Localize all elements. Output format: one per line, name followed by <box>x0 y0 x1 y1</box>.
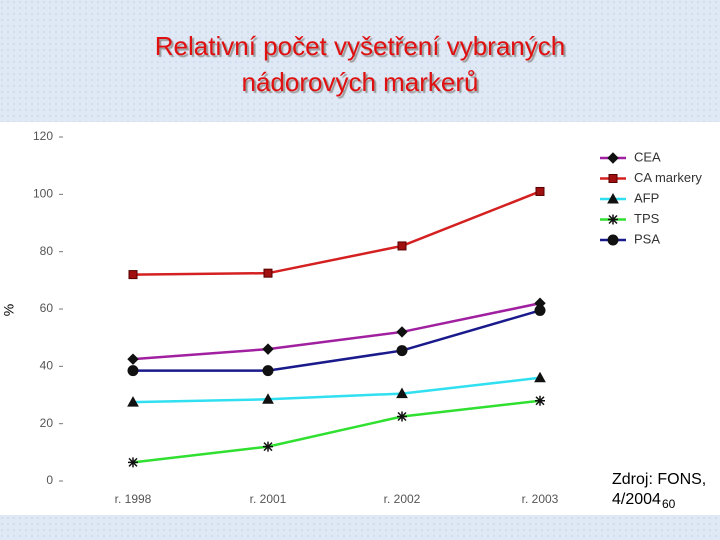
series-line <box>132 376 541 404</box>
chart-title: Relativní počet vyšetření vybraných nádor… <box>155 31 565 97</box>
y-tick-label: 40 <box>40 359 54 373</box>
marker <box>263 441 273 452</box>
legend-marker <box>608 174 618 183</box>
y-tick-label: 100 <box>33 187 53 201</box>
legend-label: CA markery <box>634 170 702 185</box>
legend-label: PSA <box>634 231 660 246</box>
marker <box>535 186 545 196</box>
marker <box>262 343 274 355</box>
y-tick-label: 60 <box>40 301 54 315</box>
y-tick-label: 80 <box>40 244 54 258</box>
y-axis-label: % <box>1 304 17 316</box>
marker <box>534 304 546 316</box>
chart-panel <box>0 122 720 515</box>
x-tick-label: r. 2001 <box>250 492 287 506</box>
source: Zdroj: FONS, <box>612 471 706 488</box>
marker <box>128 457 138 468</box>
marker <box>535 395 545 406</box>
legend-marker <box>607 192 619 204</box>
legend-label: AFP <box>634 190 659 205</box>
marker <box>127 396 139 407</box>
marker <box>396 387 408 399</box>
legend-marker <box>607 152 619 164</box>
marker <box>396 326 408 338</box>
marker <box>127 365 139 377</box>
legend-label: TPS <box>634 211 660 226</box>
marker <box>127 353 139 365</box>
series-line <box>132 190 541 276</box>
marker <box>262 393 274 404</box>
marker <box>262 365 274 377</box>
series-line <box>132 399 541 464</box>
series-line <box>132 302 541 361</box>
page-number: 60 <box>662 497 676 511</box>
x-tick-label: r. 1998 <box>115 492 152 506</box>
marker <box>263 268 273 278</box>
marker <box>534 371 546 383</box>
marker <box>397 411 407 422</box>
y-tick-label: 20 <box>40 416 54 430</box>
y-tick-label: 0 <box>46 473 53 487</box>
y-tick-label: 120 <box>33 129 53 143</box>
source: 4/2004 <box>612 491 661 508</box>
marker <box>396 345 408 357</box>
legend-marker <box>608 214 618 225</box>
series-line <box>133 309 541 372</box>
x-tick-label: r. 2003 <box>522 492 559 506</box>
marker <box>397 241 407 251</box>
marker <box>128 270 138 280</box>
x-tick-label: r. 2002 <box>384 492 421 506</box>
legend-label: CEA <box>634 149 661 164</box>
legend-marker <box>607 234 619 246</box>
